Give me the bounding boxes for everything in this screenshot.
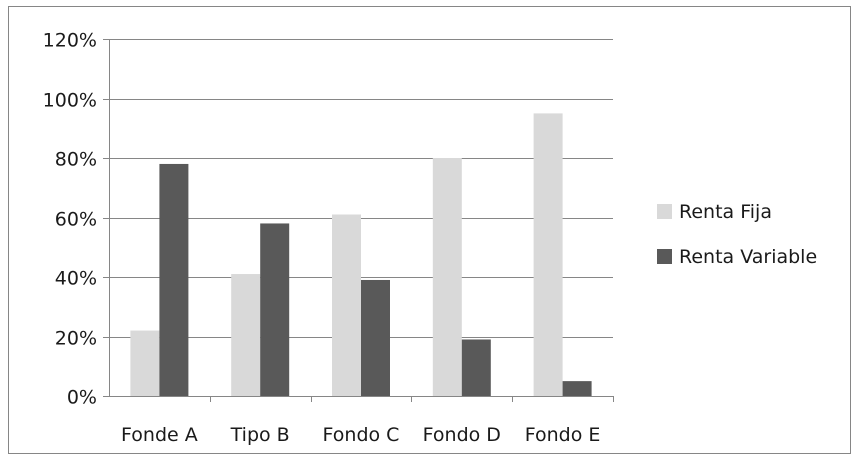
bar-renta-variable-fondo-e	[562, 381, 592, 396]
legend-label: Renta Variable	[679, 246, 817, 268]
gridlines	[109, 39, 613, 338]
bars	[130, 113, 592, 396]
bar-renta-fija-fonde-a	[130, 330, 160, 396]
y-tick-label: 60%	[55, 209, 97, 231]
legend: Renta Fija Renta Variable	[657, 201, 817, 268]
y-tick-label: 0%	[67, 387, 97, 409]
bar-renta-fija-fondo-d	[432, 158, 462, 396]
bar-renta-variable-fonde-a	[159, 163, 189, 396]
axes: 0% 20% 40% 60% 80% 100% 120% Fonde A Tipo B Fondo…	[43, 30, 614, 446]
y-tick-label: 40%	[55, 268, 97, 290]
legend-swatch	[657, 204, 672, 219]
x-category-label: Fondo E	[525, 424, 601, 446]
bar-renta-variable-fondo-c	[361, 279, 390, 396]
bar-renta-fija-tipo-b	[231, 274, 261, 396]
bar-renta-fija-fondo-e	[533, 113, 563, 396]
x-category-label: Tipo B	[230, 424, 290, 446]
y-tick-label: 100%	[43, 90, 97, 112]
bar-renta-fija-fondo-c	[332, 214, 361, 396]
y-tick-label: 120%	[43, 30, 97, 52]
x-category-label: Fondo D	[423, 424, 501, 446]
y-tick-label: 80%	[55, 149, 97, 171]
legend-label: Renta Fija	[679, 201, 772, 223]
bar-renta-variable-tipo-b	[260, 223, 290, 396]
y-tick-label: 20%	[55, 328, 97, 350]
legend-swatch	[657, 249, 672, 264]
x-category-label: Fonde A	[121, 424, 198, 446]
x-category-label: Fondo C	[323, 424, 400, 446]
bar-renta-variable-fondo-d	[461, 339, 491, 396]
